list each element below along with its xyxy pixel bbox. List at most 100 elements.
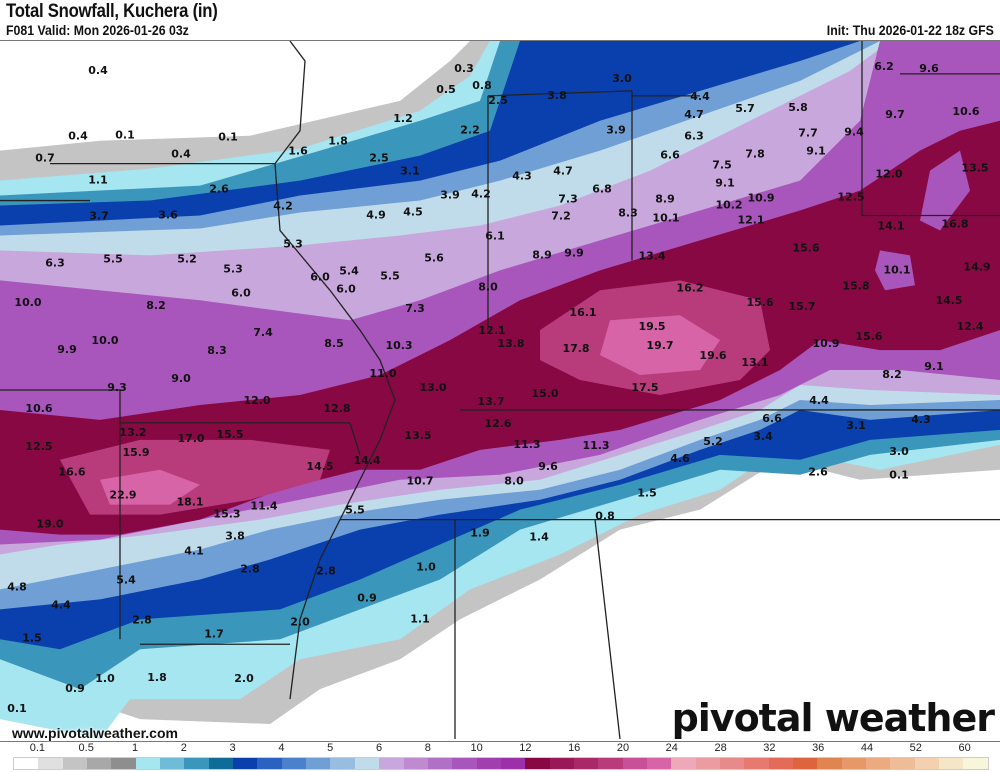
legend-swatch [160, 758, 185, 769]
snowfall-map: 0.4 0.3 0.8 0.5 2.5 3.0 6.2 9.6 0.4 0.1 0.1 0.7 0.4 1… [0, 40, 1000, 742]
legend-tick-label: 5 [327, 742, 334, 754]
snowfall-value-label: 6.8 [592, 183, 611, 196]
legend-swatch [719, 758, 745, 769]
snowfall-value-label: 12.8 [323, 402, 350, 415]
legend-swatch [549, 758, 574, 769]
snowfall-value-label: 9.6 [919, 62, 939, 75]
snowfall-value-label: 15.6 [855, 330, 882, 343]
snowfall-value-label: 10.2 [715, 199, 742, 212]
snowfall-value-label: 9.3 [107, 381, 126, 394]
snowfall-value-label: 3.0 [612, 72, 632, 85]
legend-swatch [403, 758, 428, 769]
snowfall-value-label: 0.1 [218, 131, 237, 144]
snowfall-value-label: 3.9 [606, 124, 625, 137]
snowfall-value-label: 8.0 [478, 280, 498, 293]
legend-swatch [87, 758, 112, 769]
legend-tick-label: 16 [568, 742, 581, 754]
snowfall-value-label: 3.9 [440, 189, 459, 202]
snowfall-value-label: 4.2 [273, 200, 292, 213]
legend-swatch [963, 758, 988, 769]
snowfall-value-label: 18.1 [176, 496, 203, 509]
snowfall-value-label: 10.1 [652, 211, 679, 224]
legend-swatch [38, 758, 63, 769]
snowfall-value-label: 6.0 [336, 282, 356, 295]
snowfall-value-label: 4.6 [670, 452, 690, 465]
legend-swatch [354, 758, 380, 769]
snowfall-value-label: 0.7 [35, 152, 54, 165]
snowfall-value-label: 14.5 [306, 460, 333, 473]
legend-tick-label: 32 [763, 742, 776, 754]
legend-tick-label: 44 [860, 742, 874, 754]
legend-swatch [695, 758, 720, 769]
state-borders [0, 41, 1000, 740]
website-link[interactable]: www.pivotalweather.com [12, 725, 178, 741]
legend-tick-label: 2 [180, 742, 187, 754]
snowfall-value-label: 4.3 [512, 170, 531, 183]
legend-swatch [841, 758, 867, 769]
snowfall-value-label: 0.5 [436, 83, 455, 96]
snowfall-value-label: 4.4 [809, 394, 829, 407]
snowfall-value-label: 17.8 [562, 342, 589, 355]
legend-swatch [817, 758, 842, 769]
snowfall-value-label: 10.0 [91, 334, 118, 347]
snowfall-value-label: 8.0 [504, 475, 524, 488]
snowfall-value-label: 1.0 [95, 672, 115, 685]
snowfall-value-label: 10.0 [14, 296, 41, 309]
legend-swatch [500, 758, 526, 769]
snowfall-value-label: 12.0 [243, 394, 270, 407]
snowfall-value-label: 11.3 [513, 438, 540, 451]
snowfall-value-label: 19.6 [699, 349, 726, 362]
snowfall-value-label: 4.7 [553, 165, 572, 178]
legend-tick-label: 24 [665, 742, 678, 754]
legend-swatch [111, 758, 136, 769]
snowfall-value-label: 2.6 [209, 183, 229, 196]
snowfall-value-label: 9.1 [924, 360, 943, 373]
snowfall-value-label: 2.8 [316, 564, 335, 577]
header: Total Snowfall, Kuchera (in) F081 Valid:… [0, 0, 1000, 40]
legend-tick-label: 52 [909, 742, 922, 754]
snowfall-value-label: 10.9 [812, 337, 839, 350]
snowfall-value-label: 4.4 [51, 598, 71, 611]
snowfall-value-label: 19.7 [646, 339, 673, 352]
snowfall-value-label: 5.5 [380, 269, 399, 282]
snowfall-value-label: 0.8 [595, 510, 614, 523]
legend-tick-label: 0.1 [29, 742, 46, 754]
snowfall-value-label: 10.1 [883, 263, 910, 276]
snowfall-value-label: 0.4 [68, 130, 88, 143]
snowfall-value-label: 1.8 [147, 671, 166, 684]
snowfall-value-label: 12.5 [837, 191, 864, 204]
legend-swatch [622, 758, 647, 769]
snowfall-band [600, 315, 720, 376]
snowfall-value-label: 16.1 [569, 306, 596, 319]
snowfall-value-label: 0.3 [454, 62, 473, 75]
snowfall-value-label: 16.8 [941, 217, 968, 230]
legend-swatch [306, 758, 331, 769]
legend-swatch [914, 758, 940, 769]
snowfall-value-label: 6.0 [231, 286, 251, 299]
snowfall-value-label: 9.9 [57, 343, 76, 356]
legend-tick-label: 60 [958, 742, 971, 754]
snowfall-value-label: 14.5 [935, 294, 962, 307]
snowfall-value-label: 6.3 [684, 130, 703, 143]
snowfall-value-label: 14.9 [963, 260, 990, 273]
state-border [594, 519, 621, 740]
snowfall-value-label: 4.5 [403, 206, 422, 219]
legend-tick-label: 1 [131, 742, 139, 754]
snowfall-value-label: 6.6 [660, 149, 680, 162]
snowfall-value-label: 8.9 [655, 193, 674, 206]
snowfall-value-label: 1.2 [393, 112, 412, 125]
snowfall-value-label: 5.6 [424, 251, 444, 264]
legend-swatch [890, 758, 915, 769]
snowfall-value-label: 9.0 [171, 372, 191, 385]
snowfall-value-label: 5.5 [345, 504, 364, 517]
snowfall-value-label: 1.0 [416, 561, 436, 574]
snowfall-value-label: 7.4 [253, 326, 273, 339]
legend-tick-label: 6 [375, 742, 383, 754]
snowfall-value-label: 5.2 [177, 252, 196, 265]
legend-tick-label: 12 [519, 742, 532, 754]
legend-tick-label: 3 [229, 742, 236, 754]
snowfall-value-label: 15.7 [788, 300, 815, 313]
legend-swatch [866, 758, 891, 769]
snowfall-value-label: 0.1 [115, 129, 134, 142]
snowfall-value-label: 7.8 [745, 148, 764, 161]
